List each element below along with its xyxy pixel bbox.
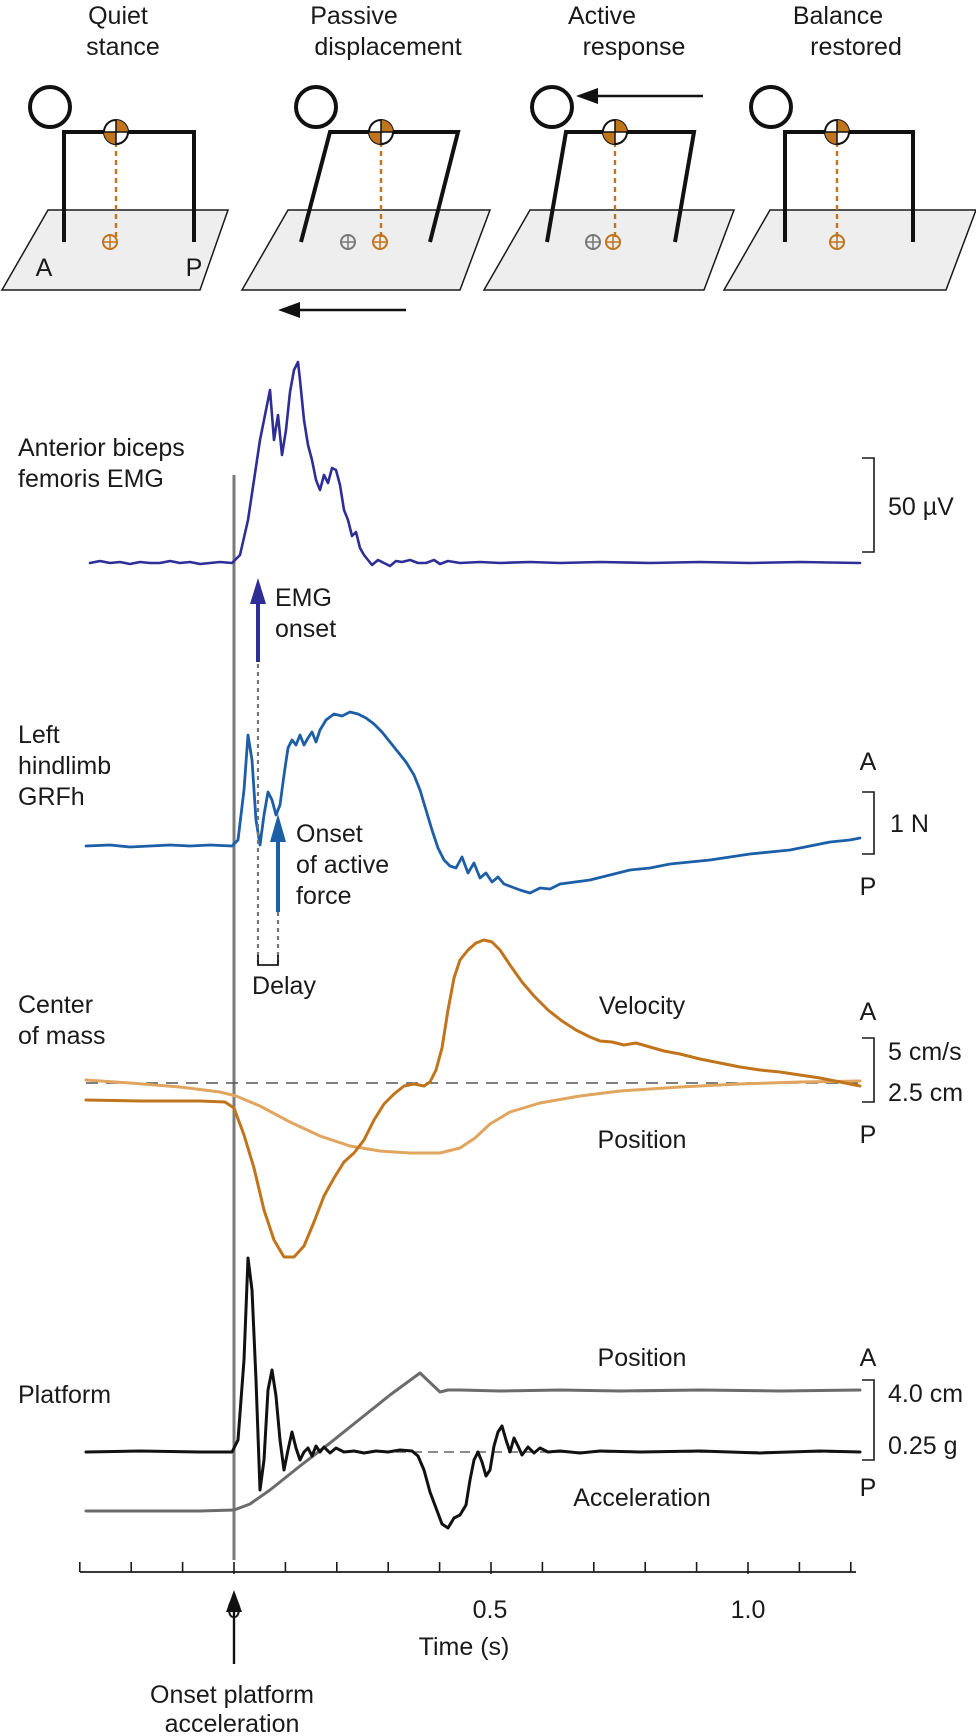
panel-title-line1: Passive xyxy=(310,2,398,30)
platform-position-trace xyxy=(84,1371,862,1513)
original-center-of-pressure-icon xyxy=(585,234,601,250)
grf-label-line3: GRFh xyxy=(18,783,85,811)
active-force-label-line1: Onset xyxy=(296,820,363,848)
panel-title-line2: displacement xyxy=(314,33,461,61)
active-response-arrow-icon xyxy=(576,88,703,104)
grf-posterior-label: P xyxy=(860,873,877,901)
com-label-line1: Center xyxy=(18,991,93,1019)
platform-anterior-label: A xyxy=(860,1344,877,1372)
onset-label-line1: Onset platform xyxy=(150,1681,314,1709)
panel-title-line1: Balance xyxy=(793,2,883,30)
platform-acceleration-trace xyxy=(84,1256,862,1530)
panel-title-line2: stance xyxy=(86,33,160,61)
stance-panel-active: Active response xyxy=(482,2,736,291)
posterior-label: P xyxy=(186,254,203,282)
platform-plate xyxy=(482,209,736,291)
emg-label-line1: Anterior biceps xyxy=(18,434,185,462)
anterior-label: A xyxy=(36,254,53,282)
emg-scale-bar: 50 µV xyxy=(862,457,954,553)
emg-onset-label-line2: onset xyxy=(275,615,336,643)
cat-head xyxy=(28,85,72,129)
grf-scale-label: 1 N xyxy=(890,810,929,838)
panel-title-line1: Active xyxy=(568,2,636,30)
platform-trace-group: Platform Position Acceleration xyxy=(18,1256,862,1530)
platform-plate xyxy=(0,209,230,291)
platform-displacement-arrow-icon xyxy=(278,302,406,318)
center-of-mass-icon xyxy=(824,119,850,145)
tick-label-0-5: 0.5 xyxy=(473,1596,508,1624)
center-of-mass-icon xyxy=(103,119,129,145)
platform-scale-bar: A 4.0 cm 0.25 g P xyxy=(860,1344,963,1502)
panel-title-line2: restored xyxy=(810,33,902,61)
platform-position-scale-label: 4.0 cm xyxy=(888,1380,963,1408)
grf-trace xyxy=(84,710,862,895)
stance-panel-quiet: Quiet stance A P xyxy=(0,2,230,291)
center-of-mass-icon xyxy=(602,119,628,145)
time-axis: 0 0.5 1.0 Time (s) xyxy=(79,1562,856,1661)
com-position-label: Position xyxy=(598,1126,687,1154)
stance-panel-passive: Passive displacement xyxy=(240,2,492,318)
center-of-pressure-icon xyxy=(102,234,118,250)
com-trace-group: Center of mass Velocity Position xyxy=(18,938,862,1259)
com-label-line2: of mass xyxy=(18,1022,106,1050)
platform-plate xyxy=(240,209,492,291)
platform-acceleration-label: Acceleration xyxy=(573,1484,711,1512)
com-velocity-scale-label: 5 cm/s xyxy=(888,1038,962,1066)
grf-label-line1: Left xyxy=(18,721,60,749)
emg-trace-group: Anterior biceps femoris EMG xyxy=(18,360,862,568)
grf-trace-group: Left hindlimb GRFh xyxy=(18,710,862,895)
platform-plate xyxy=(722,209,976,291)
emg-scale-label: 50 µV xyxy=(888,493,954,521)
cat-head xyxy=(530,85,574,129)
center-of-pressure-icon xyxy=(605,234,621,250)
center-of-mass-icon xyxy=(368,119,394,145)
emg-trace xyxy=(88,360,862,568)
time-axis-label: Time (s) xyxy=(419,1633,510,1661)
stance-panel-restored: Balance restored xyxy=(722,2,976,291)
emg-onset-marker: EMG onset xyxy=(250,578,336,662)
panel-title-line2: response xyxy=(583,33,686,61)
grf-label-line2: hindlimb xyxy=(18,752,111,780)
onset-platform-acceleration-marker: Onset platform acceleration xyxy=(150,1590,314,1736)
active-force-label-line2: of active xyxy=(296,851,389,879)
emg-label-line2: femoris EMG xyxy=(18,465,164,493)
original-center-of-pressure-icon xyxy=(340,234,356,250)
platform-posterior-label: P xyxy=(860,1474,877,1502)
com-position-scale-label: 2.5 cm xyxy=(888,1079,963,1107)
cat-head xyxy=(749,85,793,129)
center-of-pressure-icon xyxy=(829,234,845,250)
tick-label-1-0: 1.0 xyxy=(731,1596,766,1624)
grf-anterior-label: A xyxy=(860,748,877,776)
active-force-label-line3: force xyxy=(296,882,352,910)
com-scale-bar: A 5 cm/s 2.5 cm P xyxy=(860,998,963,1149)
active-force-onset-marker: Onset of active force xyxy=(270,814,389,912)
com-velocity-trace xyxy=(84,938,862,1259)
grf-scale-bar: A 1 N P xyxy=(860,748,929,901)
center-of-pressure-icon xyxy=(372,234,388,250)
cat-head xyxy=(294,85,338,129)
platform-label: Platform xyxy=(18,1381,111,1409)
platform-acceleration-scale-label: 0.25 g xyxy=(888,1432,958,1460)
emg-onset-label-line1: EMG xyxy=(275,584,332,612)
delay-label: Delay xyxy=(252,972,316,1000)
com-anterior-label: A xyxy=(860,998,877,1026)
panel-title-line1: Quiet xyxy=(88,2,148,30)
com-position-trace xyxy=(84,1078,862,1155)
time-axis-ticks xyxy=(79,1562,852,1574)
delay-bracket: Delay xyxy=(252,664,316,1000)
com-velocity-label: Velocity xyxy=(599,992,686,1020)
onset-label-line2: acceleration xyxy=(165,1710,300,1736)
cat-body xyxy=(545,130,697,243)
platform-position-label: Position xyxy=(598,1344,687,1372)
com-posterior-label: P xyxy=(860,1121,877,1149)
